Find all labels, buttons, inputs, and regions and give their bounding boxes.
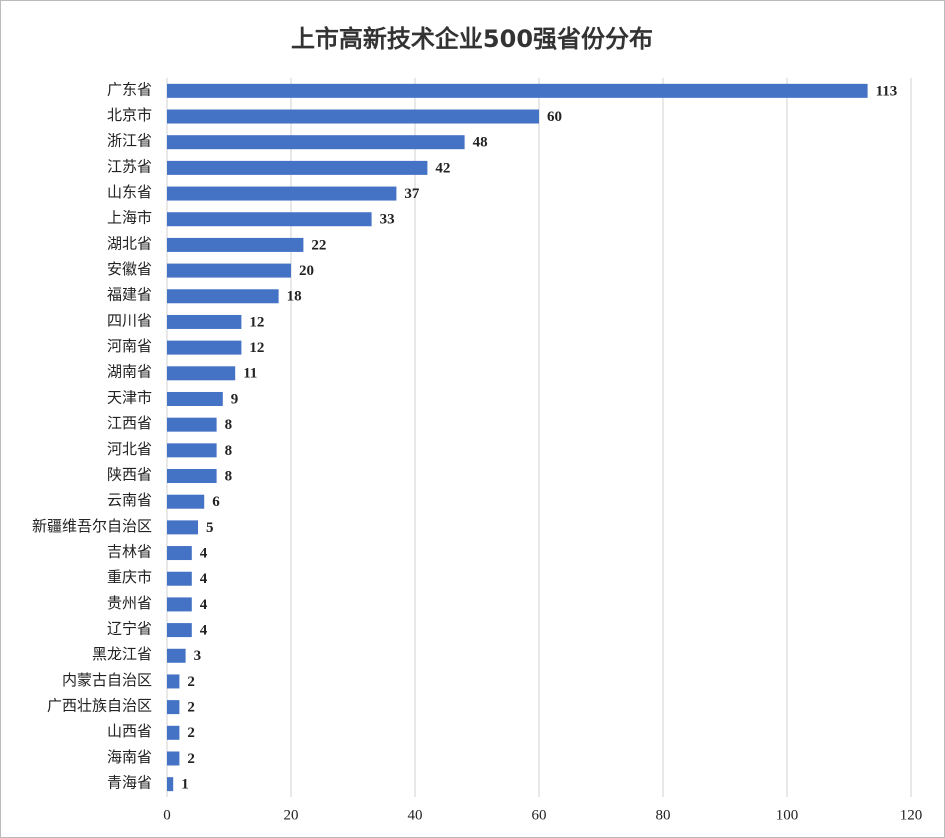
y-tick-label: 湖北省 bbox=[107, 235, 152, 252]
y-tick-label: 福建省 bbox=[107, 287, 152, 304]
x-tick-label: 40 bbox=[408, 807, 423, 823]
bar bbox=[167, 340, 242, 355]
value-label: 4 bbox=[200, 545, 208, 561]
x-tick-label: 120 bbox=[900, 807, 923, 823]
bar bbox=[167, 83, 868, 98]
value-label: 5 bbox=[206, 520, 214, 536]
value-label: 37 bbox=[404, 186, 420, 202]
bar bbox=[167, 571, 192, 586]
y-tick-label: 广东省 bbox=[107, 81, 152, 98]
value-label: 48 bbox=[473, 135, 488, 151]
bar bbox=[167, 751, 180, 766]
x-tick-label: 20 bbox=[284, 807, 299, 823]
y-tick-label: 安徽省 bbox=[107, 261, 152, 278]
y-tick-label: 重庆市 bbox=[107, 569, 152, 586]
value-label: 33 bbox=[380, 212, 395, 228]
y-tick-label: 吉林省 bbox=[107, 543, 152, 560]
bar bbox=[167, 289, 279, 304]
value-label: 8 bbox=[225, 443, 233, 459]
value-label: 22 bbox=[311, 237, 326, 253]
y-tick-label: 青海省 bbox=[107, 775, 152, 792]
value-label: 1 bbox=[181, 777, 189, 793]
bar bbox=[167, 546, 192, 561]
y-tick-label: 山西省 bbox=[107, 723, 152, 740]
x-tick-label: 60 bbox=[532, 807, 547, 823]
bar bbox=[167, 648, 186, 663]
x-tick-label: 100 bbox=[776, 807, 799, 823]
bar bbox=[167, 212, 372, 227]
bar bbox=[167, 597, 192, 612]
y-tick-label: 河南省 bbox=[107, 338, 152, 355]
bar bbox=[167, 520, 198, 535]
y-tick-label: 黑龙江省 bbox=[92, 646, 152, 663]
value-label: 12 bbox=[249, 314, 264, 330]
y-tick-label: 新疆维吾尔自治区 bbox=[32, 518, 152, 535]
y-tick-label: 天津市 bbox=[107, 389, 152, 406]
y-tick-label: 云南省 bbox=[107, 492, 152, 509]
value-label: 20 bbox=[299, 263, 314, 279]
bar bbox=[167, 314, 242, 329]
value-label: 2 bbox=[187, 751, 195, 767]
y-tick-label: 山东省 bbox=[107, 184, 152, 201]
y-tick-label: 北京市 bbox=[107, 107, 152, 124]
bar bbox=[167, 674, 180, 689]
x-tick-label: 80 bbox=[656, 807, 671, 823]
bar bbox=[167, 186, 397, 201]
value-label: 2 bbox=[187, 725, 195, 741]
value-label: 18 bbox=[287, 289, 302, 305]
y-tick-label: 内蒙古自治区 bbox=[62, 672, 152, 689]
bar bbox=[167, 366, 236, 381]
bar bbox=[167, 700, 180, 715]
value-label: 2 bbox=[187, 674, 195, 690]
y-tick-label: 浙江省 bbox=[107, 133, 152, 150]
y-tick-label: 江苏省 bbox=[107, 158, 152, 175]
bar bbox=[167, 777, 174, 792]
value-label: 4 bbox=[200, 571, 208, 587]
y-tick-label: 广西壮族自治区 bbox=[47, 698, 152, 715]
bar bbox=[167, 263, 291, 278]
bar bbox=[167, 391, 223, 406]
y-tick-label: 海南省 bbox=[107, 749, 152, 766]
y-tick-label: 河北省 bbox=[107, 441, 152, 458]
y-tick-label: 上海市 bbox=[107, 210, 152, 227]
value-label: 6 bbox=[212, 494, 220, 510]
bar bbox=[167, 135, 465, 150]
y-tick-label: 陕西省 bbox=[107, 466, 152, 483]
y-tick-label: 四川省 bbox=[107, 312, 152, 329]
bar bbox=[167, 443, 217, 458]
y-tick-label: 辽宁省 bbox=[107, 621, 152, 638]
value-label: 42 bbox=[435, 160, 450, 176]
x-tick-label: 0 bbox=[163, 807, 171, 823]
y-tick-label: 贵州省 bbox=[107, 595, 152, 612]
bar bbox=[167, 417, 217, 432]
value-label: 8 bbox=[225, 417, 233, 433]
bar bbox=[167, 494, 205, 509]
value-label: 60 bbox=[547, 109, 562, 125]
bar bbox=[167, 623, 192, 638]
y-tick-label: 湖南省 bbox=[107, 364, 152, 381]
value-label: 12 bbox=[249, 340, 264, 356]
chart-title: 上市高新技术企业500强省份分布 bbox=[291, 25, 653, 53]
bar bbox=[167, 160, 428, 175]
value-label: 3 bbox=[194, 648, 202, 664]
value-label: 4 bbox=[200, 623, 208, 639]
y-tick-label: 江西省 bbox=[107, 415, 152, 432]
value-label: 4 bbox=[200, 597, 208, 613]
value-label: 8 bbox=[225, 468, 233, 484]
value-label: 11 bbox=[243, 366, 257, 382]
bar bbox=[167, 469, 217, 484]
value-label: 9 bbox=[231, 391, 239, 407]
bar bbox=[167, 237, 304, 252]
value-label: 2 bbox=[187, 700, 195, 716]
value-label: 113 bbox=[876, 83, 898, 99]
bar bbox=[167, 109, 539, 124]
bar bbox=[167, 725, 180, 740]
